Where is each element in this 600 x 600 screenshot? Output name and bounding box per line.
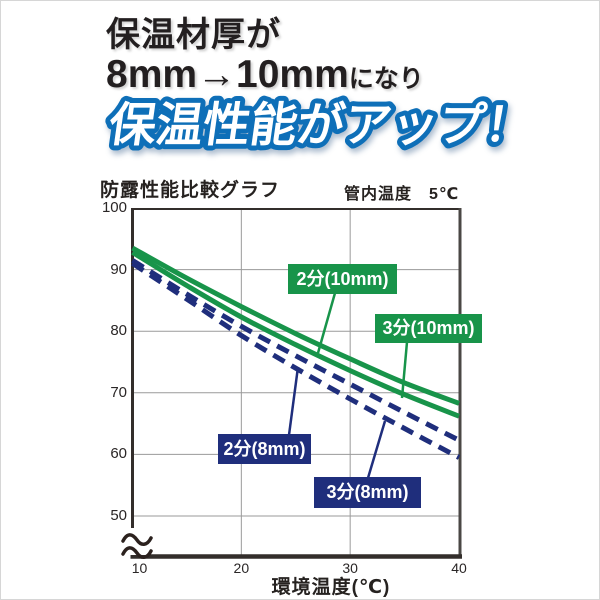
axis-break-icon	[121, 533, 153, 546]
series-label-2bu-8mm: 2分(8mm)	[218, 434, 311, 464]
series-line-2	[131, 258, 461, 443]
headline-line1: 保温材厚が	[106, 16, 281, 54]
axis-break-icon	[121, 546, 153, 559]
series-label-3bu-8mm: 3分(8mm)	[314, 477, 421, 508]
series-label-2bu-10mm: 2分(10mm)	[288, 264, 397, 294]
headline-thickness-change: 8mm→10mm	[106, 53, 349, 97]
headline-banner: 保温性能がアップ！	[101, 94, 541, 157]
header: 保温材厚が 8mm→10mmになり	[106, 16, 424, 94]
series-line-3	[131, 261, 461, 460]
headline-line2: 8mm→10mmになり	[106, 55, 424, 94]
headline-text: 保温性能がアップ！	[106, 99, 536, 152]
headline-line2-suffix: になり	[348, 65, 424, 94]
chart-title: 防露性能比較グラフ	[100, 180, 281, 201]
callout-leader-2	[287, 366, 300, 436]
callout-leader-0	[316, 292, 337, 354]
series-label-3bu-10mm: 3分(10mm)	[375, 314, 482, 343]
callout-leader-1	[400, 341, 409, 399]
pipe-temperature-note: 管内温度 5℃	[344, 186, 460, 203]
callout-leader-3	[366, 420, 387, 479]
series-line-1	[131, 250, 460, 419]
x-axis-label: 環境温度(℃)	[271, 577, 391, 598]
